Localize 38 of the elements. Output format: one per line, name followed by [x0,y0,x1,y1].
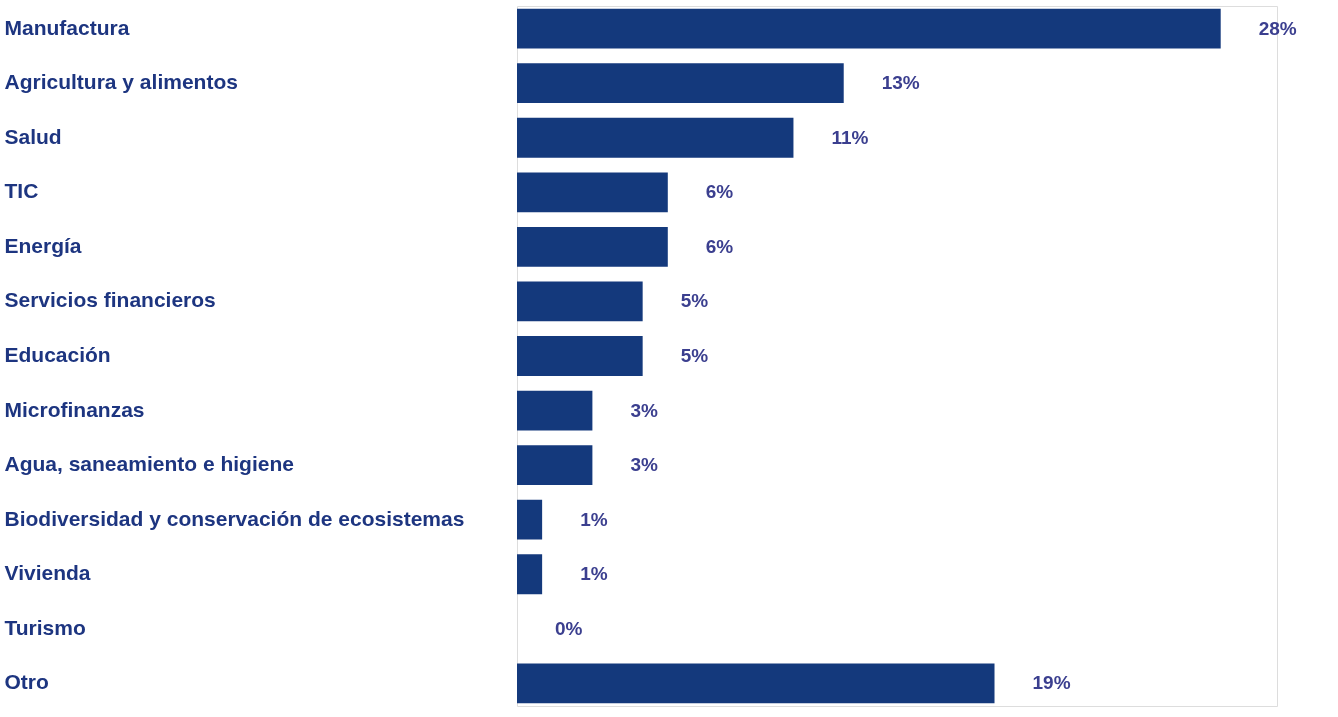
bar [517,281,643,322]
y-tick-label: Otro [4,670,49,694]
y-tick-label: Agua, saneamiento e higiene [4,452,294,476]
bar [517,63,844,104]
data-label: 6% [705,235,734,257]
bar [517,390,593,431]
y-tick-label: Biodiversidad y conservación de ecosistemas [4,506,465,530]
y-tick-label: Educación [4,343,111,366]
data-label: 3% [630,454,658,476]
bar [517,554,543,595]
y-tick-label: Agricultura y alimentos [4,70,238,94]
bar [517,117,794,158]
bar [517,8,1221,49]
data-label: 5% [680,345,709,366]
bar [517,172,668,213]
data-label: 3% [630,399,658,421]
data-label: 13% [881,72,920,94]
bar [517,499,543,540]
y-tick-label: TIC [4,179,39,203]
y-tick-label: Manufactura [4,15,130,39]
bar [517,336,643,376]
data-label: 1% [580,508,608,530]
data-label: 11% [831,126,869,148]
bar [517,445,593,486]
y-tick-label: Energía [4,233,82,257]
data-label: 19% [1032,672,1071,694]
y-tick-label: Microfinanzas [4,397,145,421]
data-label: 6% [705,181,734,203]
bar [517,226,668,267]
bar [517,663,995,704]
y-tick-label: Salud [4,124,62,148]
data-label: 1% [580,563,608,585]
data-label: 0% [555,617,583,639]
y-tick-label: Turismo [4,615,86,639]
y-tick-label: Vivienda [4,561,91,585]
data-label: 5% [680,290,709,312]
y-tick-label: Servicios financieros [4,288,216,312]
data-label: 28% [1258,17,1297,39]
